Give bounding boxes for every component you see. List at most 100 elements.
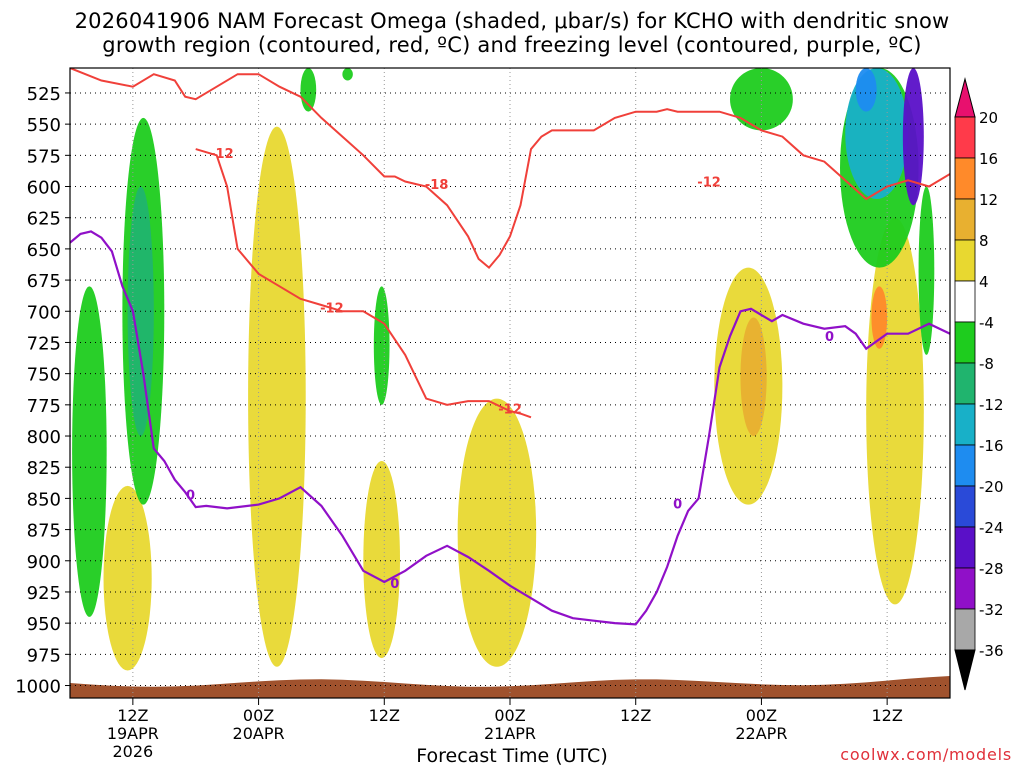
dgz-contour-label: -12 <box>320 302 344 317</box>
y-tick-label: 575 <box>27 146 61 167</box>
x-tick-label: 00Z <box>746 706 777 725</box>
colorbar-bottom-arrow <box>954 649 976 691</box>
y-tick-label: 825 <box>27 458 61 479</box>
omega-region-16 <box>845 68 909 199</box>
omega-region-14 <box>730 68 793 131</box>
surface-terrain <box>70 676 950 698</box>
colorbar-label: -12 <box>979 396 1004 414</box>
x-tick-label: 12Z <box>620 706 651 725</box>
omega-region-18 <box>902 68 924 206</box>
omega-region-1 <box>103 485 152 671</box>
colorbar-label: -32 <box>979 601 1004 619</box>
colorbar-top-arrow <box>954 77 976 118</box>
colorbar-label: 20 <box>979 109 998 127</box>
colorbar-label: -20 <box>979 478 1004 496</box>
x-tick-label: 00Z <box>243 706 274 725</box>
y-axis: 525 550 575 600 625 650 675 700 725 750 775 800 825 8… <box>15 84 70 698</box>
y-tick-label: 1000 <box>15 677 61 698</box>
y-tick-label: 925 <box>27 583 61 604</box>
dgz-contour-line-lower <box>195 148 532 419</box>
chart-title-line-1: 2026041906 NAM Forecast Omega (shaded, μ… <box>74 9 950 33</box>
y-tick-label: 725 <box>27 333 61 354</box>
freezing-level-line <box>70 230 950 626</box>
colorbar-label: -24 <box>979 519 1004 537</box>
y-tick-label: 775 <box>27 396 61 417</box>
y-tick-label: 625 <box>27 209 61 230</box>
omega-region-3 <box>457 398 537 667</box>
dgz-contour-label: -12 <box>697 176 721 191</box>
freezing-contour-label: 0 <box>186 489 195 504</box>
chart-title-line-2: growth region (contoured, red, ºC) and f… <box>102 33 922 57</box>
site-credit: coolwx.com/models <box>840 745 1012 764</box>
y-tick-label: 800 <box>27 427 61 448</box>
x-tick-label: 21APR <box>484 724 536 743</box>
colorbar-label: 12 <box>979 191 998 209</box>
gridlines <box>70 68 950 698</box>
omega-region-7 <box>871 286 888 349</box>
x-tick-label: 22APR <box>735 724 787 743</box>
omega-region-6 <box>740 317 767 437</box>
omega-region-5 <box>866 217 924 605</box>
x-tick-label: 00Z <box>494 706 525 725</box>
y-tick-label: 650 <box>27 240 61 261</box>
y-tick-label: 700 <box>27 302 61 323</box>
x-tick-label: 12Z <box>369 706 400 725</box>
y-tick-label: 550 <box>27 115 61 136</box>
colorbar-bin <box>954 485 976 528</box>
contour-labels: -12 -18 -12 -12 -12 0 0 0 0 <box>186 147 834 592</box>
colorbar-label: -4 <box>979 314 994 332</box>
y-tick-label: 875 <box>27 521 61 542</box>
y-tick-label: 600 <box>27 178 61 199</box>
x-tick-label: 12Z <box>871 706 902 725</box>
colorbar-label: -36 <box>979 642 1004 660</box>
omega-region-13 <box>342 68 353 81</box>
freezing-contour-label: 0 <box>825 330 834 345</box>
omega-shading <box>72 68 935 671</box>
omega-region-2 <box>363 460 400 659</box>
omega-region-11 <box>373 286 390 405</box>
dgz-contour-label: -12 <box>210 147 234 162</box>
colorbar-bin <box>954 116 976 159</box>
freezing-contour-label: 0 <box>673 497 682 512</box>
colorbar-bin <box>954 321 976 364</box>
colorbar-bin <box>954 239 976 282</box>
freezing-contour-label: 0 <box>390 577 399 592</box>
y-tick-label: 950 <box>27 614 61 635</box>
colorbar-bin <box>954 280 976 323</box>
x-tick-label: 2026 <box>112 742 153 761</box>
colorbar-label: 16 <box>979 150 998 168</box>
colorbar-bin <box>954 608 976 651</box>
y-tick-label: 675 <box>27 271 61 292</box>
colorbar-label: 8 <box>979 232 989 250</box>
omega-region-17 <box>855 68 877 112</box>
omega-region-19 <box>918 186 935 355</box>
x-axis-title: Forecast Time (UTC) <box>416 745 608 767</box>
colorbar-bin <box>954 526 976 569</box>
y-tick-label: 750 <box>27 365 61 386</box>
dgz-contour-label: -12 <box>498 403 522 418</box>
contours <box>70 68 950 626</box>
x-tick-label: 12Z <box>117 706 148 725</box>
colorbar-bin <box>954 198 976 241</box>
terrain-fill <box>70 676 950 698</box>
omega-region-8 <box>72 286 107 617</box>
y-tick-label: 900 <box>27 552 61 573</box>
x-tick-label: 20APR <box>233 724 285 743</box>
x-tick-label: 19APR <box>107 724 159 743</box>
omega-region-0 <box>248 126 306 667</box>
colorbar-legend: 20 16 12 8 4 -4 -8 -12 -16 -20 -24 -28 -32 -36 <box>954 77 1004 691</box>
y-tick-label: 525 <box>27 84 61 105</box>
colorbar-label: -8 <box>979 355 994 373</box>
colorbar-label: -28 <box>979 560 1004 578</box>
colorbar-bin <box>954 567 976 610</box>
y-tick-label: 975 <box>27 645 61 666</box>
colorbar-label: -16 <box>979 437 1004 455</box>
colorbar-label: 4 <box>979 273 989 291</box>
y-tick-label: 850 <box>27 489 61 510</box>
colorbar-bin <box>954 362 976 405</box>
dgz-contour-line <box>70 68 950 270</box>
colorbar-bin <box>954 157 976 200</box>
dgz-contour-label: -18 <box>425 178 449 193</box>
